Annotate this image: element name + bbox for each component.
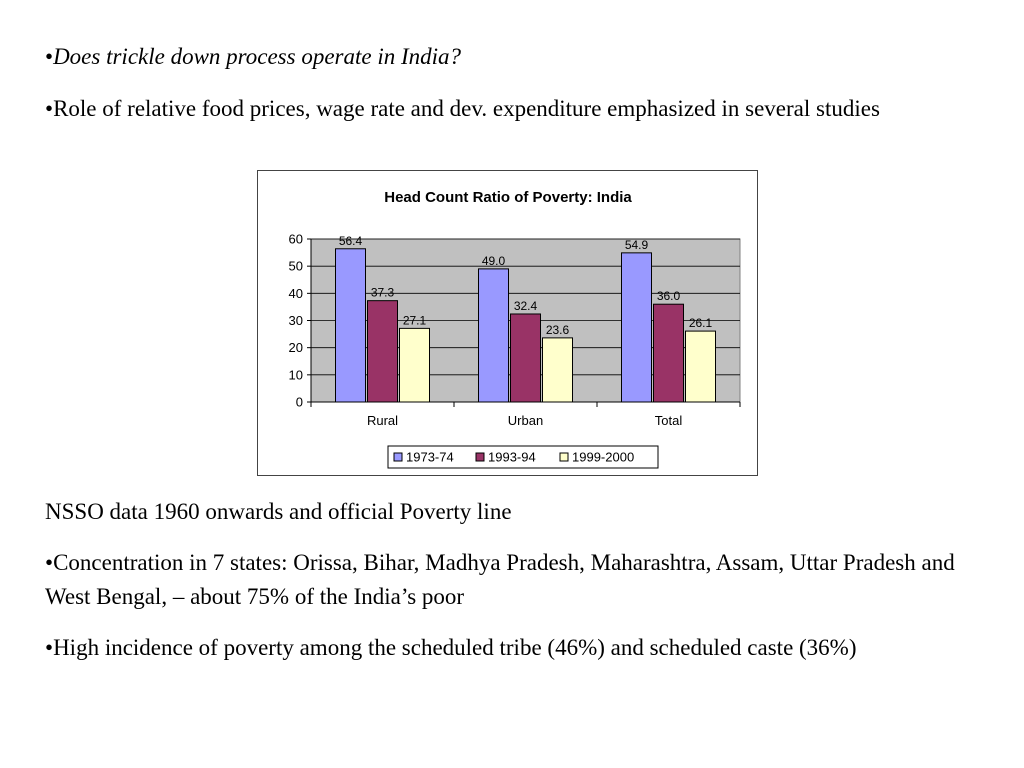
legend-swatch-1999-2000: [559, 452, 569, 462]
data-label: 56.4: [339, 234, 363, 248]
poverty-bar-chart: Head Count Ratio of Poverty: India 0 10 20…: [257, 170, 758, 476]
bar-rural-1999-2000: [399, 327, 430, 403]
bar-urban-1999-2000: [542, 337, 573, 403]
data-label: 32.4: [514, 299, 538, 313]
bullet-concentration-states-text: Concentration in 7 states: Orissa, Bihar…: [45, 550, 955, 609]
y-tick-label: 30: [289, 313, 303, 328]
bullet-question-text: Does trickle down process operate in Ind…: [53, 44, 462, 69]
legend-label: 1993-94: [488, 450, 536, 465]
data-label: 37.3: [371, 286, 395, 300]
legend-swatch-1993-94: [475, 452, 485, 462]
data-label: 49.0: [482, 254, 506, 268]
y-tick-label: 0: [296, 395, 303, 410]
bullet-question: •Does trickle down process operate in In…: [45, 44, 462, 69]
data-label: 27.1: [403, 313, 427, 327]
y-tick-label: 10: [289, 367, 303, 382]
data-label: 23.6: [546, 323, 570, 337]
legend-label: 1999-2000: [572, 450, 634, 465]
bar-urban-1993-94: [510, 313, 541, 403]
bar-total-1999-2000: [685, 330, 716, 403]
bullet-role-of-prices: •Role of relative food prices, wage rate…: [45, 96, 880, 121]
data-label: 26.1: [689, 316, 713, 330]
bar-rural-1973-74: [335, 248, 366, 403]
x-category-label: Total: [655, 413, 683, 428]
bullet-scheduled-tribe-caste: •High incidence of poverty among the sch…: [45, 635, 857, 660]
legend-label: 1973-74: [406, 450, 454, 465]
data-label: 54.9: [625, 238, 649, 252]
chart-canvas: Head Count Ratio of Poverty: India 0 10 20…: [289, 189, 741, 469]
bar-rural-1993-94: [367, 300, 398, 403]
legend: [387, 445, 659, 469]
bar-total-1993-94: [653, 303, 684, 403]
y-tick-label: 60: [289, 232, 303, 247]
bullet-concentration-states: •Concentration in 7 states: Orissa, Biha…: [45, 550, 955, 609]
y-tick-label: 50: [289, 259, 303, 274]
chart-title: Head Count Ratio of Poverty: India: [384, 189, 632, 206]
y-tick-label: 40: [289, 286, 303, 301]
y-tick-label: 20: [289, 340, 303, 355]
data-label: 36.0: [657, 289, 681, 303]
bullet-scheduled-tribe-caste-text: High incidence of poverty among the sche…: [53, 635, 857, 660]
bar-urban-1973-74: [478, 268, 509, 403]
bullet-role-of-prices-text: Role of relative food prices, wage rate …: [53, 96, 880, 121]
nsso-data-line: NSSO data 1960 onwards and official Pove…: [45, 499, 512, 524]
x-category-label: Urban: [508, 413, 543, 428]
legend-swatch-1973-74: [393, 452, 403, 462]
bar-total-1973-74: [621, 252, 652, 403]
x-category-label: Rural: [367, 413, 398, 428]
